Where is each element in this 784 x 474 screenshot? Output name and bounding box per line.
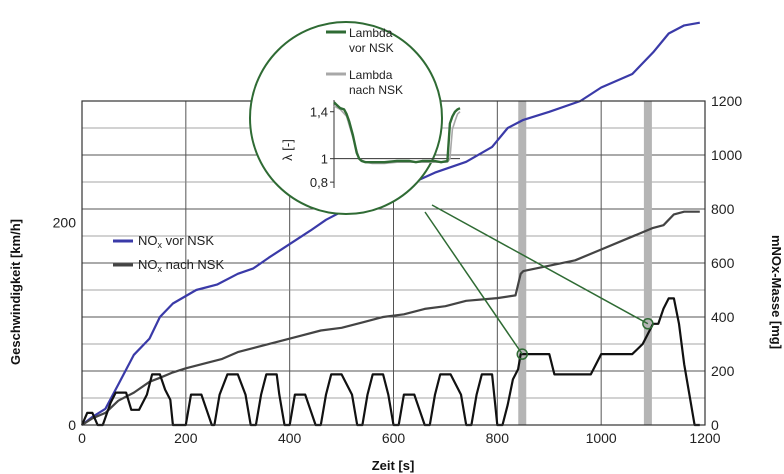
- x-tick-label: 1000: [586, 430, 617, 446]
- x-tick-label: 800: [486, 430, 510, 446]
- y-right-tick-label: 200: [711, 363, 735, 379]
- y-right-tick-label: 400: [711, 309, 735, 325]
- inset-series-line: [333, 101, 461, 164]
- y-right-tick-label: 800: [711, 201, 735, 217]
- inset-legend-label: vor NSK: [349, 41, 394, 55]
- zoom-connector: [431, 204, 649, 325]
- legend-entry: NOx vor NSK: [138, 233, 214, 250]
- highlight-band: [643, 101, 652, 425]
- legend: NOx vor NSK NOx nach NSK: [113, 233, 224, 274]
- tick-labels: 0 200 400 600 800 1000 12000200400600800100012…: [53, 93, 743, 446]
- x-axis-label: Zeit [s]: [372, 458, 415, 473]
- zoom-marker: [642, 318, 654, 330]
- y-axis-label-left: Geschwindigkeit [km/h]: [8, 219, 23, 365]
- highlight-band: [518, 101, 527, 425]
- inset-tick-label: 0,8: [310, 175, 328, 190]
- y-left-tick-label: 0: [68, 417, 76, 433]
- inset-legend-label: Lambda: [349, 68, 393, 82]
- zoom-marker: [516, 348, 529, 360]
- x-tick-label: 0: [78, 430, 86, 446]
- inset-tick-label: 1,4: [310, 105, 328, 120]
- inset-legend-label: nach NSK: [349, 83, 403, 97]
- highlight-bands: [518, 101, 652, 425]
- inset-y-label: λ [-]: [280, 139, 295, 161]
- inset-circle: [249, 21, 443, 215]
- x-tick-label: 600: [382, 430, 406, 446]
- x-tick-label: 400: [278, 430, 302, 446]
- y-right-tick-label: 0: [711, 417, 719, 433]
- y-axis-label-right: mNOx-Masse [mg]: [769, 235, 784, 349]
- y-right-tick-label: 600: [711, 255, 735, 271]
- legend-entry: NOx nach NSK: [138, 257, 224, 274]
- y-left-tick-label: 200: [53, 215, 77, 231]
- x-tick-label: 200: [174, 430, 198, 446]
- x-tick-label: 1200: [689, 430, 720, 446]
- inset-legend-label: Lambda: [349, 26, 393, 40]
- y-right-tick-label: 1200: [711, 93, 742, 109]
- series-line: [81, 210, 700, 426]
- inset-tick-label: 1: [321, 152, 328, 167]
- grid: [82, 101, 705, 425]
- y-right-tick-label: 1000: [711, 147, 742, 163]
- zoom-connector: [424, 211, 523, 355]
